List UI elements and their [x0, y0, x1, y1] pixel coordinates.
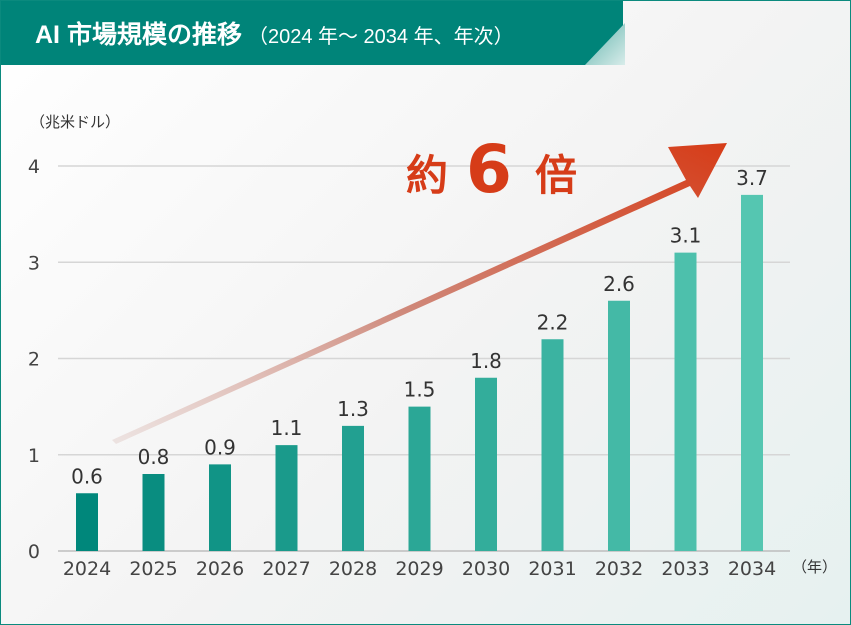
annotation-suffix: 倍 [535, 151, 577, 200]
y-tick-label: 4 [28, 156, 40, 178]
bar-2029 [408, 406, 431, 551]
y-axis-label: （兆米ドル） [30, 113, 120, 131]
x-tick-label: 2033 [661, 558, 709, 580]
x-tick-label: 2026 [196, 558, 244, 580]
bar-2033 [674, 252, 697, 551]
y-tick-label: 2 [28, 349, 40, 371]
bar-2025 [142, 474, 165, 551]
data-label: 0.6 [71, 464, 103, 488]
x-axis-label: （年） [792, 558, 837, 576]
x-tick-label: 2031 [528, 558, 576, 580]
growth-arrow [112, 143, 727, 444]
y-tick-label: 1 [28, 445, 40, 467]
bar-2026 [209, 464, 231, 551]
annotation-number: 6 [466, 131, 512, 208]
bar-2027 [275, 445, 298, 551]
data-label: 0.8 [138, 445, 170, 469]
bar-2031 [541, 339, 564, 551]
data-label: 2.2 [537, 310, 569, 334]
data-label: 1.1 [271, 416, 303, 440]
x-tick-label: 2032 [595, 558, 643, 580]
x-tick-label: 2028 [329, 558, 377, 580]
x-tick-label: 2025 [129, 558, 177, 580]
bar-2028 [342, 425, 364, 551]
title-subtitle: （2024 年～ 2034 年、年次） [247, 26, 514, 48]
x-tick-label: 2030 [462, 558, 510, 580]
x-tick-label: 2034 [728, 558, 776, 580]
x-tick-label: 2029 [395, 558, 443, 580]
data-label: 2.6 [603, 272, 635, 296]
data-label: 1.8 [470, 349, 502, 373]
bar-2032 [608, 300, 630, 551]
title-main: AI 市場規模の推移 [35, 21, 242, 49]
y-tick-label: 3 [28, 252, 40, 274]
bar-2030 [475, 377, 497, 551]
bar-2034 [741, 194, 763, 551]
y-tick-label: 0 [28, 541, 40, 563]
title-banner: AI 市場規模の推移 （2024 年～ 2034 年、年次） [1, 1, 623, 65]
data-label: 0.9 [204, 435, 236, 459]
data-label: 1.3 [337, 397, 369, 421]
x-tick-label: 2024 [63, 558, 111, 580]
bar-2024 [76, 493, 98, 551]
data-label: 3.1 [670, 224, 702, 248]
annotation-prefix: 約 [406, 151, 448, 200]
x-tick-label: 2027 [262, 558, 310, 580]
data-label: 3.7 [736, 166, 768, 190]
data-label: 1.5 [404, 378, 436, 402]
chart-title: AI 市場規模の推移 （2024 年～ 2034 年、年次） [35, 15, 514, 51]
